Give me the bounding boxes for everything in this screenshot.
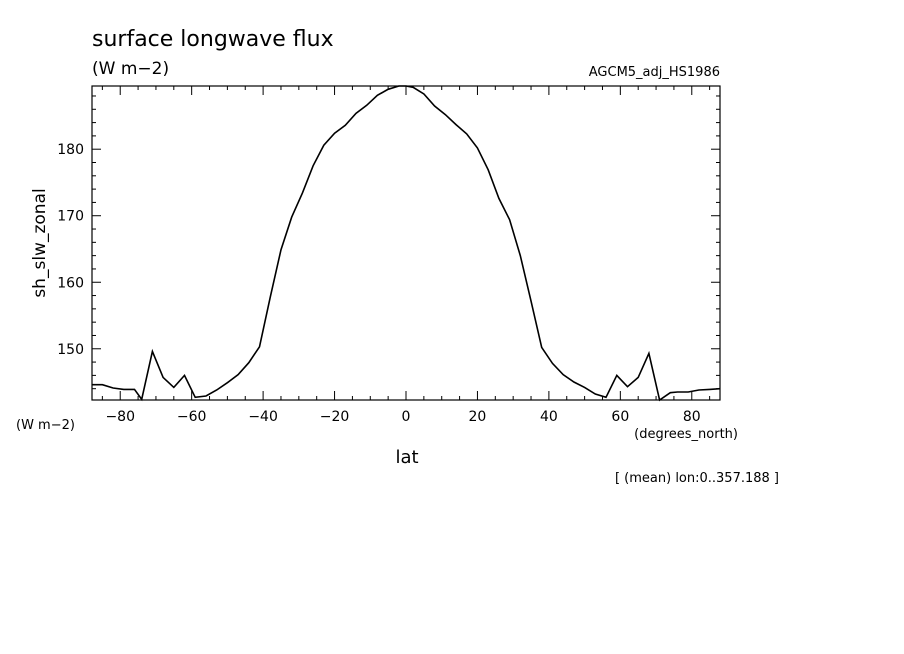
x-tick-label: −80 — [105, 409, 135, 425]
plot-frame — [91, 85, 721, 401]
y-tick-label: 160 — [57, 275, 84, 291]
x-tick-label: 60 — [611, 409, 629, 425]
x-tick-label: −20 — [320, 409, 350, 425]
chart-title: surface longwave flux — [92, 27, 334, 52]
mean-annotation: [ (mean) lon:0..357.188 ] — [615, 471, 779, 486]
x-tick-label: 40 — [540, 409, 558, 425]
y-axis-label: sh_slw_zonal — [30, 188, 50, 297]
x-tick-label: 0 — [402, 409, 411, 425]
dataset-name: AGCM5_adj_HS1986 — [589, 65, 720, 80]
y-tick-label: 180 — [57, 142, 84, 158]
y-tick-label: 170 — [57, 209, 84, 225]
x-axis-label: lat — [395, 447, 418, 468]
series-line — [92, 85, 721, 402]
x-axis-units: (degrees_north) — [634, 427, 738, 442]
y-axis-label-group: sh_slw_zonal — [30, 188, 50, 297]
x-tick-labels: −80 −60 −40 −20 0 20 40 60 80 — [105, 409, 700, 425]
title-units: (W m−2) — [92, 59, 169, 79]
y-axis-units: (W m−2) — [16, 418, 75, 433]
x-tick-label: 80 — [683, 409, 701, 425]
axis-ticks — [92, 86, 720, 400]
x-tick-label: 20 — [469, 409, 487, 425]
y-tick-label: 150 — [57, 342, 84, 358]
x-tick-label: −40 — [248, 409, 278, 425]
x-tick-label: −60 — [177, 409, 207, 425]
y-tick-labels: 150 160 170 180 — [57, 142, 84, 358]
